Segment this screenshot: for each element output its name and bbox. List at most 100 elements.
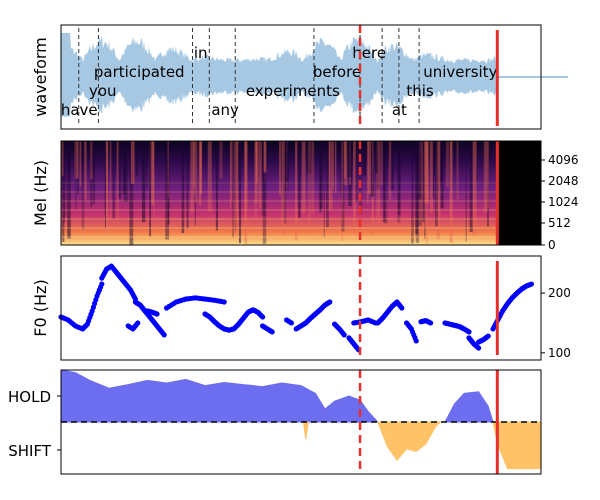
f0-point [154, 311, 160, 317]
f0-point [528, 281, 535, 287]
mel-ytick-label: 2048 [548, 174, 579, 188]
mel-texture [328, 141, 331, 210]
mel-texture [354, 141, 358, 203]
waveform-ylabel: waveform [31, 37, 50, 117]
mel-texture [281, 141, 285, 236]
mel-texture [255, 141, 258, 184]
mel-texture [262, 141, 267, 244]
f0-ytick-label: 100 [548, 346, 571, 360]
mel-texture [237, 141, 240, 180]
f0-point [327, 299, 333, 305]
mel-texture [359, 141, 363, 215]
f0-point [485, 333, 491, 339]
mel-texture [150, 141, 154, 204]
mel-texture [146, 141, 148, 189]
hold-area [444, 391, 494, 423]
mel-texture [429, 141, 434, 214]
mel-texture [298, 141, 301, 218]
mel-texture [331, 141, 333, 209]
mel-texture [375, 141, 378, 174]
f0-point [269, 329, 275, 335]
mel-texture [422, 141, 425, 222]
mel-texture [149, 141, 152, 237]
mel-texture [301, 141, 306, 214]
mel-panel: 0 512 1024 2048 4096 Mel (Hz) [31, 140, 579, 252]
mel-texture [398, 141, 401, 216]
mel-texture [390, 141, 394, 191]
mel-texture [370, 141, 374, 197]
mel-texture [415, 141, 419, 235]
mel-texture [445, 141, 450, 188]
word-label: university [423, 63, 497, 81]
mel-texture [165, 141, 170, 240]
mel-texture [232, 141, 234, 238]
mel-texture [347, 141, 352, 178]
mel-ytick-label: 4096 [548, 153, 579, 167]
mel-texture [371, 141, 374, 236]
f0-panel: 100 200 F0 (Hz) [31, 255, 571, 361]
mel-texture [284, 141, 289, 191]
word-label: this [406, 82, 434, 100]
f0-point [476, 345, 482, 351]
mel-texture [135, 141, 138, 176]
mel-texture [167, 141, 170, 225]
mel-texture [319, 141, 322, 213]
mel-texture [194, 141, 198, 203]
mel-texture [411, 141, 414, 244]
mel-texture [469, 141, 473, 232]
f0-point [221, 299, 227, 305]
mel-texture [104, 141, 106, 215]
mel-texture [280, 141, 283, 182]
mel-texture [199, 141, 203, 194]
f0-frame [60, 255, 542, 361]
mel-texture [353, 141, 357, 234]
mel-texture [432, 141, 435, 199]
mel-texture [279, 141, 282, 196]
mel-texture [472, 141, 477, 235]
mel-texture [339, 141, 341, 194]
mel-texture [109, 141, 112, 221]
mel-texture [439, 141, 443, 181]
mel-texture [382, 141, 385, 222]
mel-ytick-label: 0 [548, 238, 556, 252]
mel-texture [141, 141, 146, 222]
f0-ytick-label: 200 [548, 286, 571, 300]
mel-texture [153, 141, 155, 219]
mel-texture [366, 141, 369, 204]
f0-point [288, 320, 294, 326]
f0-point [99, 281, 105, 287]
mel-texture [436, 141, 441, 239]
mel-texture [362, 141, 367, 176]
mel-texture [419, 141, 423, 237]
shift-area [377, 421, 442, 462]
shift-area [492, 421, 542, 470]
mel-texture [219, 141, 223, 179]
mel-texture [465, 141, 467, 242]
mel-texture [384, 141, 388, 224]
mel-texture [435, 141, 439, 227]
mel-texture [261, 141, 266, 216]
mel-texture [440, 141, 444, 209]
mel-texture [235, 141, 239, 228]
mel-texture [384, 141, 386, 222]
mel-frame [60, 140, 542, 246]
f0-point [161, 332, 167, 338]
mel-texture [190, 141, 194, 214]
mel-texture [186, 141, 189, 229]
mel-texture [237, 141, 239, 193]
mel-texture [129, 141, 134, 245]
word-label: in [194, 44, 208, 62]
mel-texture [90, 141, 93, 207]
mel-texture [130, 141, 135, 184]
mel-texture [341, 141, 344, 242]
mel-texture [286, 141, 288, 189]
mel-texture [230, 141, 233, 202]
word-label: at [392, 101, 407, 119]
turn-ytick-label: SHIFT [8, 442, 52, 460]
mel-texture [308, 141, 311, 174]
waveform-frame [60, 24, 542, 130]
mel-texture [425, 141, 429, 244]
word-label: you [89, 82, 117, 100]
mel-texture [424, 141, 429, 203]
